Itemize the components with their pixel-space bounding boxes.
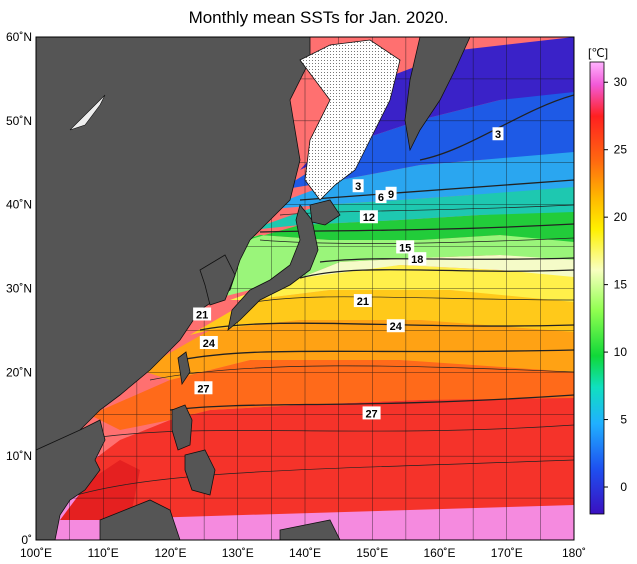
svg-text:27: 27 xyxy=(365,408,377,420)
sst-contour xyxy=(59,459,574,501)
svg-text:3: 3 xyxy=(355,181,361,193)
land-philippines-south xyxy=(184,449,216,496)
sst-band-orange xyxy=(90,360,574,430)
lat-tick-label: 50˚N xyxy=(6,114,32,128)
land-new-guinea xyxy=(279,519,341,540)
lon-tick-label: 170˚E xyxy=(491,546,523,560)
colorbar: [℃] 30 25 20 15 10 5 0 xyxy=(588,46,628,515)
svg-text:6: 6 xyxy=(378,192,384,204)
sst-contour xyxy=(259,223,574,233)
land-luzon xyxy=(171,404,193,451)
contour-label: 21 xyxy=(193,307,212,321)
sst-contour xyxy=(149,365,574,381)
contour-label: 6 xyxy=(375,190,387,204)
sst-band-light-green xyxy=(200,235,574,300)
contour-label: 9 xyxy=(385,186,397,201)
lon-tick-label: 180˚ xyxy=(562,546,586,560)
contour-label: 24 xyxy=(386,319,405,333)
colorbar-unit: [℃] xyxy=(588,46,608,60)
map-title: Monthly mean SSTs for Jan. 2020. xyxy=(188,8,449,27)
longitude-labels: 100˚E 110˚E 120˚E 130˚E 140˚E 150˚E 160˚E 170˚E… xyxy=(20,546,586,560)
sst-band-green xyxy=(230,210,574,245)
lon-tick-label: 160˚E xyxy=(423,546,455,560)
lon-tick-label: 110˚E xyxy=(88,546,119,560)
lat-tick-label: 60˚N xyxy=(6,30,32,44)
land-indochina xyxy=(36,419,106,540)
svg-text:24: 24 xyxy=(203,338,216,350)
colorbar-tick-label: 0 xyxy=(620,480,627,494)
contour-label: 12 xyxy=(359,210,378,224)
svg-text:15: 15 xyxy=(399,242,411,254)
sst-contour xyxy=(79,424,574,441)
colorbar-tick-label: 15 xyxy=(614,278,628,292)
sea-ice xyxy=(299,39,401,201)
lat-tick-label: 40˚N xyxy=(6,198,32,212)
sst-band-yellow-orange xyxy=(190,290,574,335)
svg-text:18: 18 xyxy=(411,254,423,266)
lon-tick-label: 120˚E xyxy=(154,546,186,560)
sst-contour xyxy=(319,257,574,263)
contour-label: 3 xyxy=(492,127,504,141)
svg-text:24: 24 xyxy=(390,321,403,333)
land-hokkaido xyxy=(309,199,341,226)
contour-label: 27 xyxy=(362,406,381,420)
land-kamchatka xyxy=(404,37,471,152)
sst-contour xyxy=(299,179,574,201)
svg-text:12: 12 xyxy=(363,212,375,224)
svg-text:9: 9 xyxy=(388,189,394,201)
land-korea xyxy=(199,254,236,306)
svg-text:21: 21 xyxy=(357,296,369,308)
sst-contour xyxy=(179,349,574,361)
sst-contour xyxy=(199,322,574,331)
colorbar-tick-label: 20 xyxy=(614,210,628,224)
colorbar-tick-label: 30 xyxy=(614,75,628,89)
colorbar-tick-label: 5 xyxy=(620,413,627,427)
contour-label: 18 xyxy=(408,252,427,266)
lon-tick-label: 130˚E xyxy=(222,546,254,560)
land-taiwan xyxy=(177,351,191,386)
contour-label: 27 xyxy=(194,381,213,395)
land-japan xyxy=(227,204,319,332)
lat-tick-label: 0˚ xyxy=(21,533,32,547)
map-frame xyxy=(35,36,575,541)
lon-tick-label: 150˚E xyxy=(356,546,388,560)
colorbar-tick-label: 10 xyxy=(614,345,628,359)
sst-contour xyxy=(239,296,574,306)
lat-tick-label: 20˚N xyxy=(6,365,32,379)
sst-band-pale xyxy=(300,255,574,278)
sst-contour xyxy=(259,237,574,244)
colorbar-tick-label: 25 xyxy=(614,143,628,157)
land-borneo xyxy=(99,499,181,540)
lat-tick-label: 30˚N xyxy=(6,282,32,296)
contour-label: 15 xyxy=(396,240,415,254)
svg-text:3: 3 xyxy=(495,129,501,141)
svg-text:21: 21 xyxy=(196,309,208,321)
lon-tick-label: 140˚E xyxy=(289,546,321,560)
sst-band-deep-red xyxy=(60,460,140,520)
latitude-labels: 60˚N 50˚N 40˚N 30˚N 20˚N 10˚N 0˚ xyxy=(6,30,32,547)
sst-contour xyxy=(299,269,574,279)
lake-baikal-ice xyxy=(69,94,106,131)
sst-band-light-orange xyxy=(140,320,574,380)
svg-text:27: 27 xyxy=(197,383,209,395)
contour-label: 21 xyxy=(353,294,372,308)
sst-contour xyxy=(169,394,574,411)
contour-label: 24 xyxy=(199,335,218,350)
lon-tick-label: 100˚E xyxy=(20,546,52,560)
lat-tick-label: 10˚N xyxy=(6,449,32,463)
contour-label: 3 xyxy=(352,179,364,193)
colorbar-gradient xyxy=(589,61,605,515)
